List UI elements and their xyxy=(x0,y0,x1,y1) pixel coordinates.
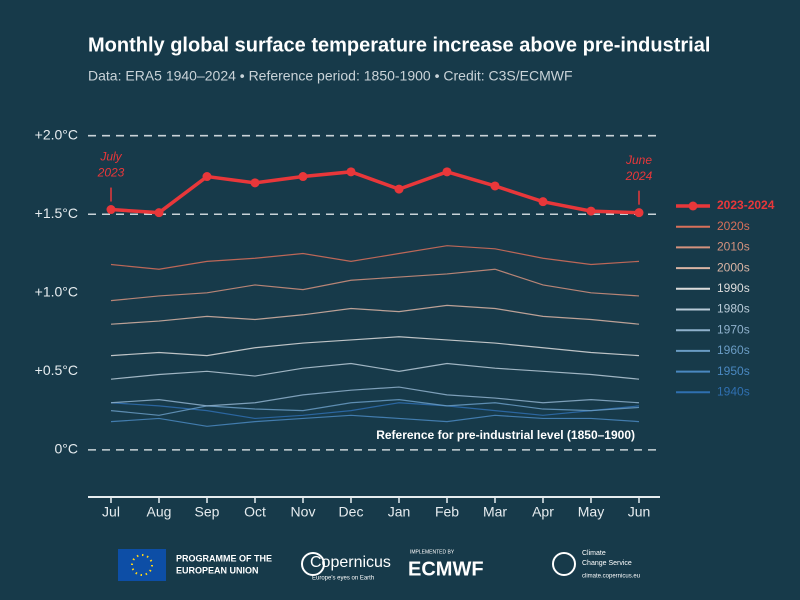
ecmwf-text: ECMWF xyxy=(408,558,484,580)
c3s-text: Change Service xyxy=(582,560,632,567)
marker xyxy=(442,167,452,177)
marker xyxy=(538,197,548,207)
decade-line xyxy=(110,399,640,416)
legend-label: 1990s xyxy=(717,281,750,295)
marker xyxy=(154,208,164,218)
eu-text: PROGRAMME OF THE xyxy=(176,553,272,563)
annotation: Reference for pre-industrial level (1850… xyxy=(376,428,635,442)
copernicus-icon xyxy=(301,552,325,576)
marker xyxy=(394,184,404,194)
decade-line xyxy=(110,336,640,357)
y-tick-label: 0°C xyxy=(55,441,79,457)
marker xyxy=(346,167,356,177)
annotation: 2024 xyxy=(625,169,653,183)
marker xyxy=(490,181,500,191)
eu-flag xyxy=(118,549,166,581)
legend-label: 1950s xyxy=(717,364,750,378)
marker xyxy=(586,206,596,216)
y-tick-label: +1.0°C xyxy=(35,283,78,299)
x-tick-label: Jul xyxy=(102,504,120,520)
legend-label: 2000s xyxy=(717,260,750,274)
x-tick-label: Feb xyxy=(435,504,459,520)
marker xyxy=(298,172,308,182)
legend-label: 1960s xyxy=(717,343,750,357)
copernicus-text: Copernicus xyxy=(310,554,391,571)
decade-line xyxy=(110,402,640,420)
x-tick-label: Apr xyxy=(532,504,554,520)
decade-line xyxy=(110,268,640,302)
legend-label: 2023-2024 xyxy=(717,198,775,212)
x-tick-label: Sep xyxy=(195,504,220,520)
x-tick-label: Oct xyxy=(244,504,266,520)
c3s-url: climate.copernicus.eu xyxy=(582,574,640,580)
decade-line xyxy=(110,304,640,325)
x-tick-label: Jun xyxy=(628,504,651,520)
x-tick-label: Dec xyxy=(339,504,364,520)
decade-line xyxy=(110,414,640,427)
y-tick-label: +2.0°C xyxy=(35,126,78,142)
eu-stars xyxy=(131,554,153,576)
decade-line xyxy=(110,362,640,380)
x-tick-label: May xyxy=(578,504,604,520)
footer: PROGRAMME OF THE EUROPEAN UNION Copernic… xyxy=(118,549,640,582)
x-tick-label: Nov xyxy=(291,504,316,520)
y-tick-label: +0.5°C xyxy=(35,362,78,378)
marker xyxy=(106,205,116,215)
eu-text: EUROPEAN UNION xyxy=(176,565,259,575)
chart-title: Monthly global surface temperature incre… xyxy=(88,34,710,56)
decade-line xyxy=(110,386,640,407)
y-tick-label: +1.5°C xyxy=(35,205,78,221)
x-tick-label: Aug xyxy=(147,504,172,520)
annotation: June xyxy=(625,153,652,167)
annotation: July xyxy=(99,150,122,164)
decade-line xyxy=(110,245,640,270)
legend-label: 1940s xyxy=(717,384,750,398)
legend-label: 2020s xyxy=(717,219,750,233)
annotation: 2023 xyxy=(97,166,125,180)
x-tick-label: Mar xyxy=(483,504,507,520)
marker xyxy=(202,172,212,182)
legend-label: 1970s xyxy=(717,322,750,336)
implemented-text: IMPLEMENTED BY xyxy=(410,549,455,555)
highlight-line xyxy=(110,169,640,215)
x-tick-label: Jan xyxy=(388,504,411,520)
chart-subtitle: Data: ERA5 1940–2024 • Reference period:… xyxy=(88,68,573,84)
c3s-icon xyxy=(552,552,576,576)
marker xyxy=(250,178,260,188)
legend-label: 1980s xyxy=(717,302,750,316)
c3s-text: Climate xyxy=(582,550,606,557)
copernicus-tagline: Europe's eyes on Earth xyxy=(312,576,374,582)
legend-label: 2010s xyxy=(717,240,750,254)
legend-marker xyxy=(688,201,698,211)
marker xyxy=(634,208,644,218)
